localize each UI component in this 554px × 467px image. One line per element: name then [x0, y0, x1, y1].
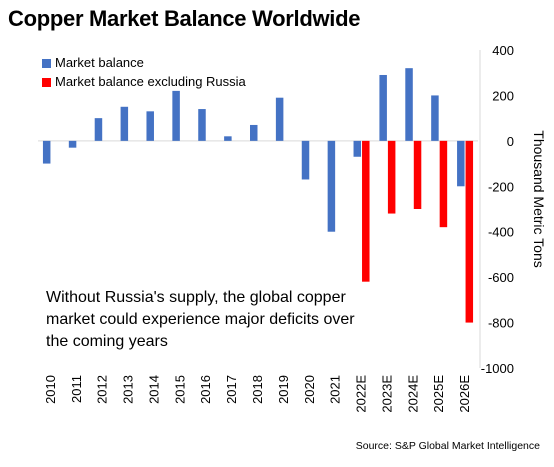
x-tick-label: 2015 [172, 375, 187, 404]
x-tick-label: 2013 [121, 375, 136, 404]
x-tick-label: 2018 [250, 375, 265, 404]
x-tick-label: 2014 [146, 375, 161, 404]
bar-excluding-russia [465, 140, 474, 323]
legend-swatch-excluding-russia [42, 78, 51, 87]
bar-market-balance [146, 111, 154, 141]
legend-item-excluding-russia: Market balance excluding Russia [42, 74, 246, 89]
x-tick-label: 2022E [354, 375, 369, 413]
bar-market-balance [353, 140, 362, 157]
x-tick-label: 2021 [328, 375, 343, 404]
x-tick-label: 2019 [276, 375, 291, 404]
x-tick-label: 2017 [224, 375, 239, 404]
bar-market-balance [198, 109, 206, 141]
y-tick-label: 200 [492, 88, 514, 103]
bar-market-balance [120, 106, 129, 141]
x-tick-label: 2024E [405, 375, 420, 413]
bar-excluding-russia [387, 140, 396, 214]
legend-label-excluding-russia: Market balance excluding Russia [55, 74, 246, 89]
bar-market-balance [405, 68, 413, 141]
chart-annotation: Without Russia's supply, the global copp… [46, 289, 355, 350]
bar-market-balance [327, 140, 336, 232]
y-tick-label: -1000 [481, 361, 514, 376]
y-tick-label: -400 [488, 225, 514, 240]
bar-market-balance [68, 140, 77, 148]
bar-market-balance [457, 140, 465, 187]
x-tick-label: 2023E [379, 375, 394, 413]
bar-market-balance [250, 124, 258, 141]
y-tick-label: -200 [488, 179, 514, 194]
bar-excluding-russia [362, 140, 370, 282]
x-tick-label: 2016 [198, 375, 213, 404]
bar-market-balance [42, 140, 51, 164]
x-tick-label: 2012 [95, 375, 110, 404]
chart-title: Copper Market Balance Worldwide [8, 6, 361, 31]
x-tick-label: 2026E [457, 375, 472, 413]
bar-excluding-russia [413, 140, 422, 209]
source-note: Source: S&P Global Market Intelligence [355, 440, 540, 452]
bar-market-balance [172, 90, 180, 141]
x-tick-label: 2025E [431, 375, 446, 413]
x-tick-label: 2010 [43, 375, 58, 404]
y-tick-label: -600 [488, 270, 514, 285]
x-tick-label: 2011 [69, 375, 84, 403]
legend-item-market-balance: Market balance [42, 55, 144, 70]
bar-market-balance [379, 74, 387, 141]
legend-swatch-market-balance [42, 59, 51, 68]
x-tick-label: 2020 [302, 375, 317, 404]
legend-label-market-balance: Market balance [55, 55, 144, 70]
bar-market-balance [275, 97, 284, 141]
bar-market-balance [94, 118, 103, 141]
y-tick-label: 400 [492, 43, 514, 58]
bar-market-balance [431, 95, 439, 141]
y-axis-title: Thousand Metric Tons [531, 130, 547, 267]
y-tick-label: 0 [507, 134, 514, 149]
bar-excluding-russia [439, 140, 448, 228]
bar-market-balance [224, 136, 232, 141]
bar-market-balance [301, 140, 310, 180]
y-tick-label: -800 [488, 316, 514, 331]
